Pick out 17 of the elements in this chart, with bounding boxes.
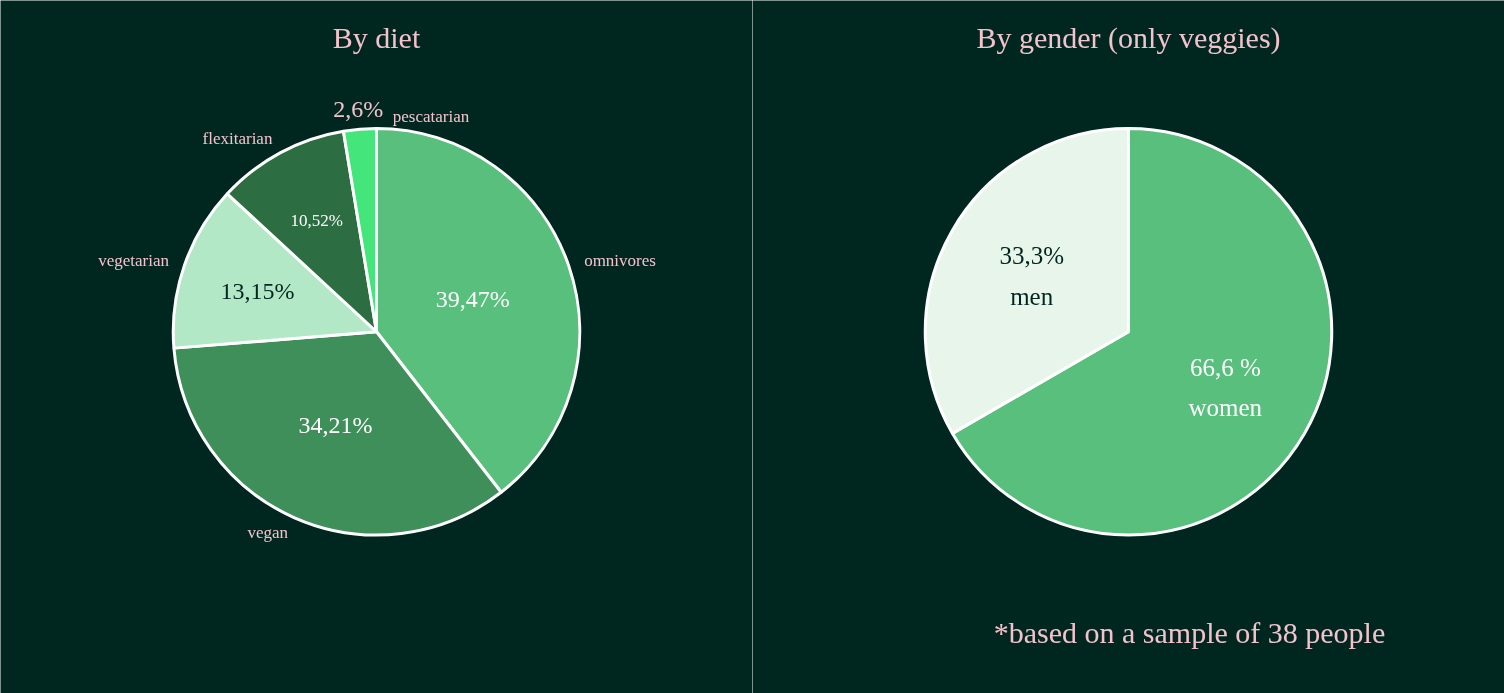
chart-title: By diet xyxy=(332,20,421,54)
slice-label: vegan xyxy=(247,523,289,543)
data-label: 33,3% xyxy=(999,242,1064,270)
slice-label: men xyxy=(1010,282,1054,310)
slice-label: omnivores xyxy=(584,251,656,271)
data-label: 39,47% xyxy=(435,285,510,312)
slice-label: vegetarian xyxy=(98,250,170,270)
data-label: 34,21% xyxy=(298,411,373,438)
data-label: 2,6% xyxy=(333,95,384,122)
slice-label: flexitarian xyxy=(202,129,273,149)
slice-label: women xyxy=(1188,394,1263,422)
data-label: 10,52% xyxy=(290,211,343,231)
data-label: 66,6 % xyxy=(1189,353,1261,381)
slice-label: pescatarian xyxy=(392,106,470,126)
chart-title: By gender (only veggies) xyxy=(976,20,1281,55)
data-label: 13,15% xyxy=(220,277,295,304)
text: *based on a sample of 38 people xyxy=(993,616,1386,650)
